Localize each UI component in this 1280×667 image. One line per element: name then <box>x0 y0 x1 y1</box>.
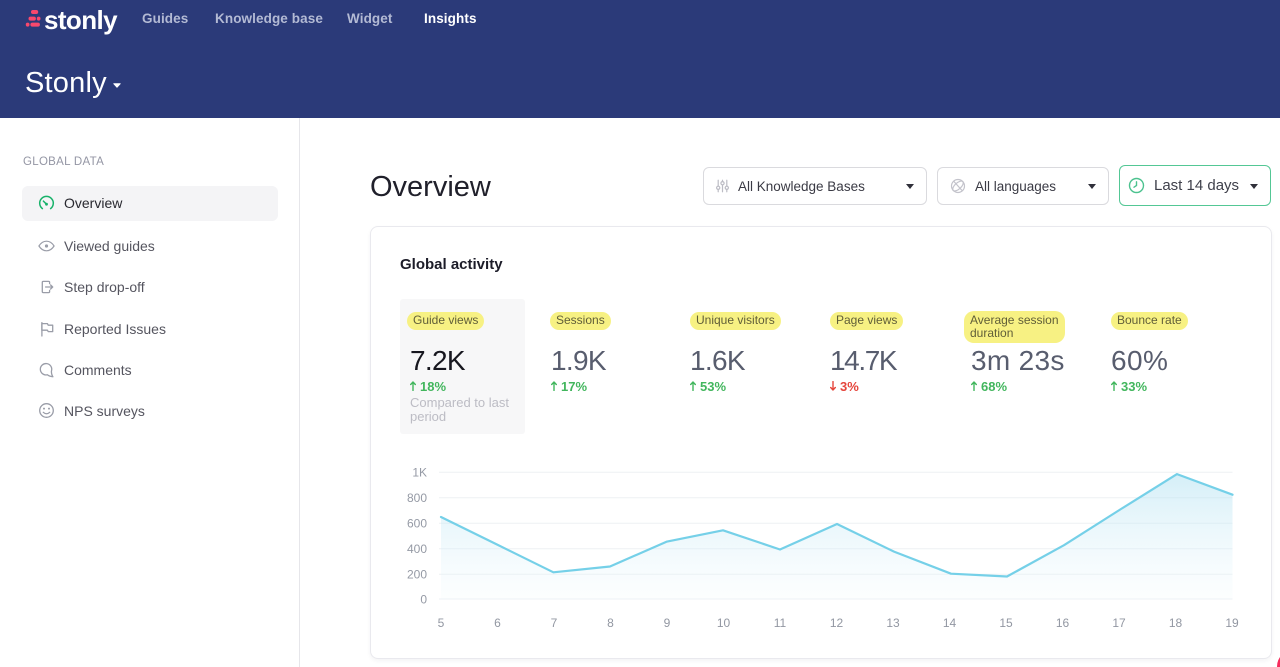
svg-text:15: 15 <box>999 616 1013 630</box>
svg-text:6: 6 <box>494 616 501 630</box>
svg-text:17: 17 <box>1112 616 1126 630</box>
svg-text:11: 11 <box>774 616 787 630</box>
svg-text:800: 800 <box>407 491 427 505</box>
svg-text:12: 12 <box>830 616 844 630</box>
svg-text:1K: 1K <box>412 466 427 480</box>
svg-text:5: 5 <box>438 616 445 630</box>
svg-text:13: 13 <box>886 616 900 630</box>
svg-text:10: 10 <box>717 616 731 630</box>
svg-text:14: 14 <box>943 616 957 630</box>
svg-text:18: 18 <box>1169 616 1183 630</box>
svg-text:9: 9 <box>664 616 671 630</box>
svg-text:7: 7 <box>551 616 558 630</box>
svg-text:19: 19 <box>1225 616 1239 630</box>
svg-text:8: 8 <box>607 616 614 630</box>
svg-text:400: 400 <box>407 542 427 556</box>
svg-text:0: 0 <box>420 593 427 607</box>
svg-text:600: 600 <box>407 517 427 531</box>
svg-text:16: 16 <box>1056 616 1070 630</box>
svg-text:200: 200 <box>407 568 427 582</box>
